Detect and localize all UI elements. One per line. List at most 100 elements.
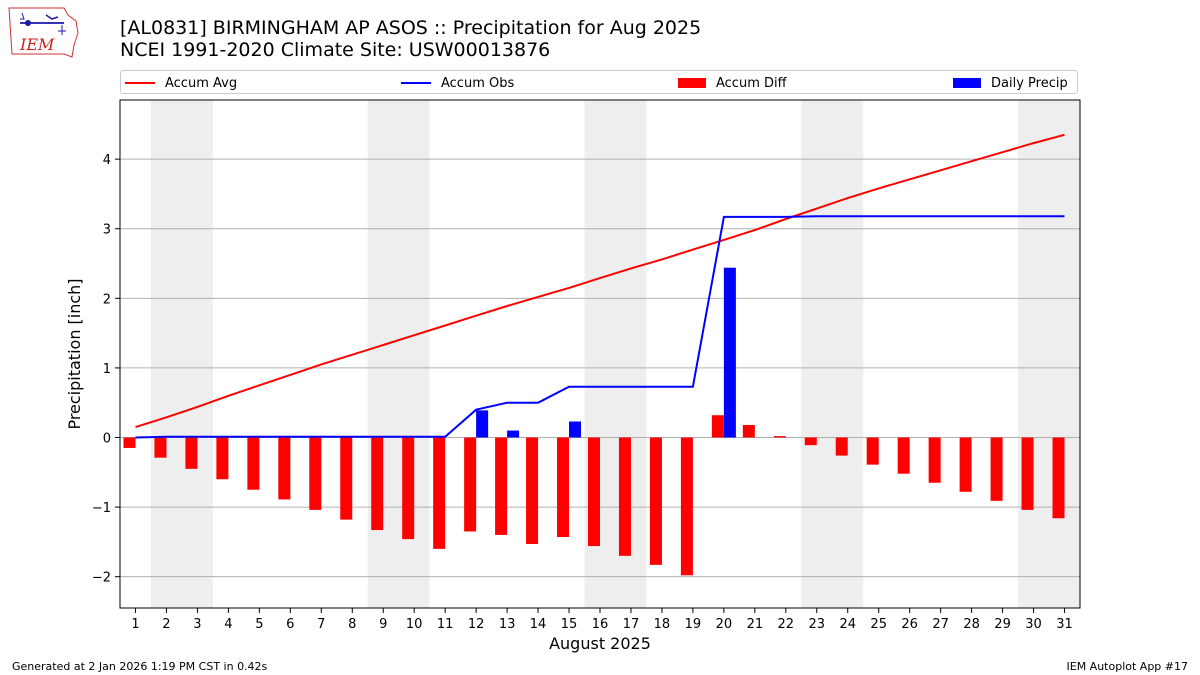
y-axis-label: Precipitation [inch] [65, 278, 84, 429]
x-tick-label-10: 10 [406, 617, 423, 632]
legend-item-daily-precip: Daily Precip [953, 73, 1068, 93]
y-tick-label: 2 [103, 292, 111, 307]
legend-swatch-accum-obs [401, 82, 431, 84]
x-tick-label-18: 18 [654, 617, 671, 632]
x-tick-label-11: 11 [437, 617, 454, 632]
legend-item-accum-avg: Accum Avg [125, 73, 237, 93]
x-tick-label-15: 15 [561, 617, 578, 632]
x-tick-label-26: 26 [901, 617, 918, 632]
accum-diff-bar-day-20 [711, 415, 724, 438]
weekend-shade-5 [1018, 100, 1080, 608]
weekend-shade-1 [150, 100, 213, 608]
x-axis-label: August 2025 [549, 634, 651, 653]
accum-diff-bar-day-3 [185, 437, 198, 469]
accum-diff-bar-day-8 [340, 437, 353, 520]
x-tick-label-23: 23 [809, 617, 826, 632]
x-tick-label-8: 8 [348, 617, 356, 632]
x-tick-label-25: 25 [870, 617, 887, 632]
x-tick-label-7: 7 [317, 617, 325, 632]
accum-diff-bar-day-15 [557, 437, 570, 538]
accum-diff-bar-day-26 [897, 437, 910, 474]
legend-swatch-accum-diff [678, 78, 706, 88]
x-tick-label-14: 14 [530, 617, 547, 632]
accum-diff-bar-day-2 [154, 437, 167, 458]
accum-diff-bar-day-12 [464, 437, 477, 532]
accum-diff-bar-day-1 [123, 437, 136, 448]
weekend-shade-2 [367, 100, 430, 608]
accum-diff-bar-day-17 [618, 437, 631, 556]
accum-diff-bar-day-22 [773, 436, 786, 438]
x-tick-label-31: 31 [1056, 617, 1073, 632]
legend: Accum Avg Accum Obs Accum Diff Daily Pre… [120, 70, 1078, 94]
accum-diff-bar-day-7 [309, 437, 322, 510]
accum-avg-line [135, 133, 1065, 429]
y-tick-label: 1 [103, 362, 111, 377]
y-tick-label: 0 [103, 432, 111, 447]
y-tick-label: 4 [103, 153, 111, 168]
accum-diff-bar-day-9 [371, 437, 384, 531]
accum-diff-bar-day-21 [742, 424, 755, 438]
x-tick-label-27: 27 [932, 617, 949, 632]
weekend-shade-4 [801, 100, 864, 608]
x-tick-label-29: 29 [994, 617, 1011, 632]
legend-label-accum-avg: Accum Avg [165, 75, 238, 91]
accum-diff-bar-day-6 [278, 437, 291, 500]
accum-diff-bar-day-25 [866, 437, 879, 465]
title-line-1: [AL0831] BIRMINGHAM AP ASOS :: Precipita… [120, 17, 702, 39]
accum-diff-bar-day-5 [247, 437, 260, 490]
x-tick-label-22: 22 [778, 617, 795, 632]
x-tick-label-6: 6 [286, 617, 294, 632]
x-tick-label-2: 2 [162, 617, 170, 632]
x-tick-label-24: 24 [839, 617, 856, 632]
logo-text: IEM [19, 35, 55, 54]
x-tick-label-20: 20 [716, 617, 733, 632]
daily-precip-bar-day-12 [476, 410, 489, 438]
accum-diff-bar-day-13 [495, 437, 508, 535]
x-tick-label-4: 4 [224, 617, 232, 632]
daily-precip-bar-day-20 [723, 267, 736, 438]
y-tick-label: 3 [103, 223, 111, 238]
y-tick-label: −2 [92, 571, 111, 586]
accum-diff-bar-day-30 [1021, 437, 1034, 510]
accum-diff-bar-day-16 [588, 437, 600, 547]
x-tick-label-30: 30 [1025, 617, 1042, 632]
footer-generated: Generated at 2 Jan 2026 1:19 PM CST in 0… [12, 660, 268, 673]
accum-diff-bar-day-18 [649, 437, 662, 565]
x-tick-label-5: 5 [255, 617, 263, 632]
x-tick-label-1: 1 [131, 617, 139, 632]
x-tick-label-12: 12 [468, 617, 485, 632]
accum-diff-bar-day-31 [1052, 437, 1065, 519]
x-tick-label-17: 17 [623, 617, 640, 632]
x-tick-label-13: 13 [499, 617, 516, 632]
accum-diff-bar-day-23 [804, 437, 817, 446]
iem-logo: IEM [8, 7, 79, 58]
x-tick-label-3: 3 [193, 617, 201, 632]
legend-label-accum-diff: Accum Diff [716, 75, 787, 91]
legend-label-accum-obs: Accum Obs [441, 75, 515, 91]
x-tick-label-28: 28 [963, 617, 980, 632]
accum-diff-bar-day-28 [959, 437, 972, 492]
daily-precip-bar-day-15 [569, 421, 582, 438]
accum-diff-bar-day-11 [433, 437, 446, 549]
accum-diff-bar-day-19 [680, 437, 693, 576]
legend-swatch-accum-avg [125, 82, 155, 84]
footer-app: IEM Autoplot App #17 [1066, 660, 1189, 673]
accum-obs-line [135, 215, 1065, 439]
accum-diff-bar-day-24 [835, 437, 848, 456]
accum-diff-bar-day-29 [990, 437, 1003, 501]
x-tick-label-9: 9 [379, 617, 387, 632]
daily-precip-bar-day-13 [507, 430, 520, 438]
legend-item-accum-diff: Accum Diff [678, 73, 787, 93]
x-tick-label-16: 16 [592, 617, 609, 632]
x-tick-label-21: 21 [747, 617, 764, 632]
legend-item-accum-obs: Accum Obs [401, 73, 514, 93]
y-tick-label: −1 [92, 501, 111, 516]
accum-diff-bar-day-4 [216, 437, 229, 480]
accum-diff-bar-day-14 [526, 437, 539, 544]
x-tick-label-19: 19 [685, 617, 702, 632]
legend-label-daily-precip: Daily Precip [991, 75, 1068, 91]
accum-diff-bar-day-10 [402, 437, 415, 540]
accum-diff-bar-day-27 [928, 437, 941, 483]
title-line-2: NCEI 1991-2020 Climate Site: USW00013876 [120, 39, 551, 61]
